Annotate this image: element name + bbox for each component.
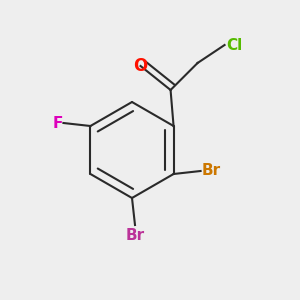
Text: F: F [53,116,63,130]
Text: O: O [134,57,148,75]
Text: Cl: Cl [226,38,242,52]
Text: Br: Br [125,228,145,243]
Text: Br: Br [202,164,221,178]
